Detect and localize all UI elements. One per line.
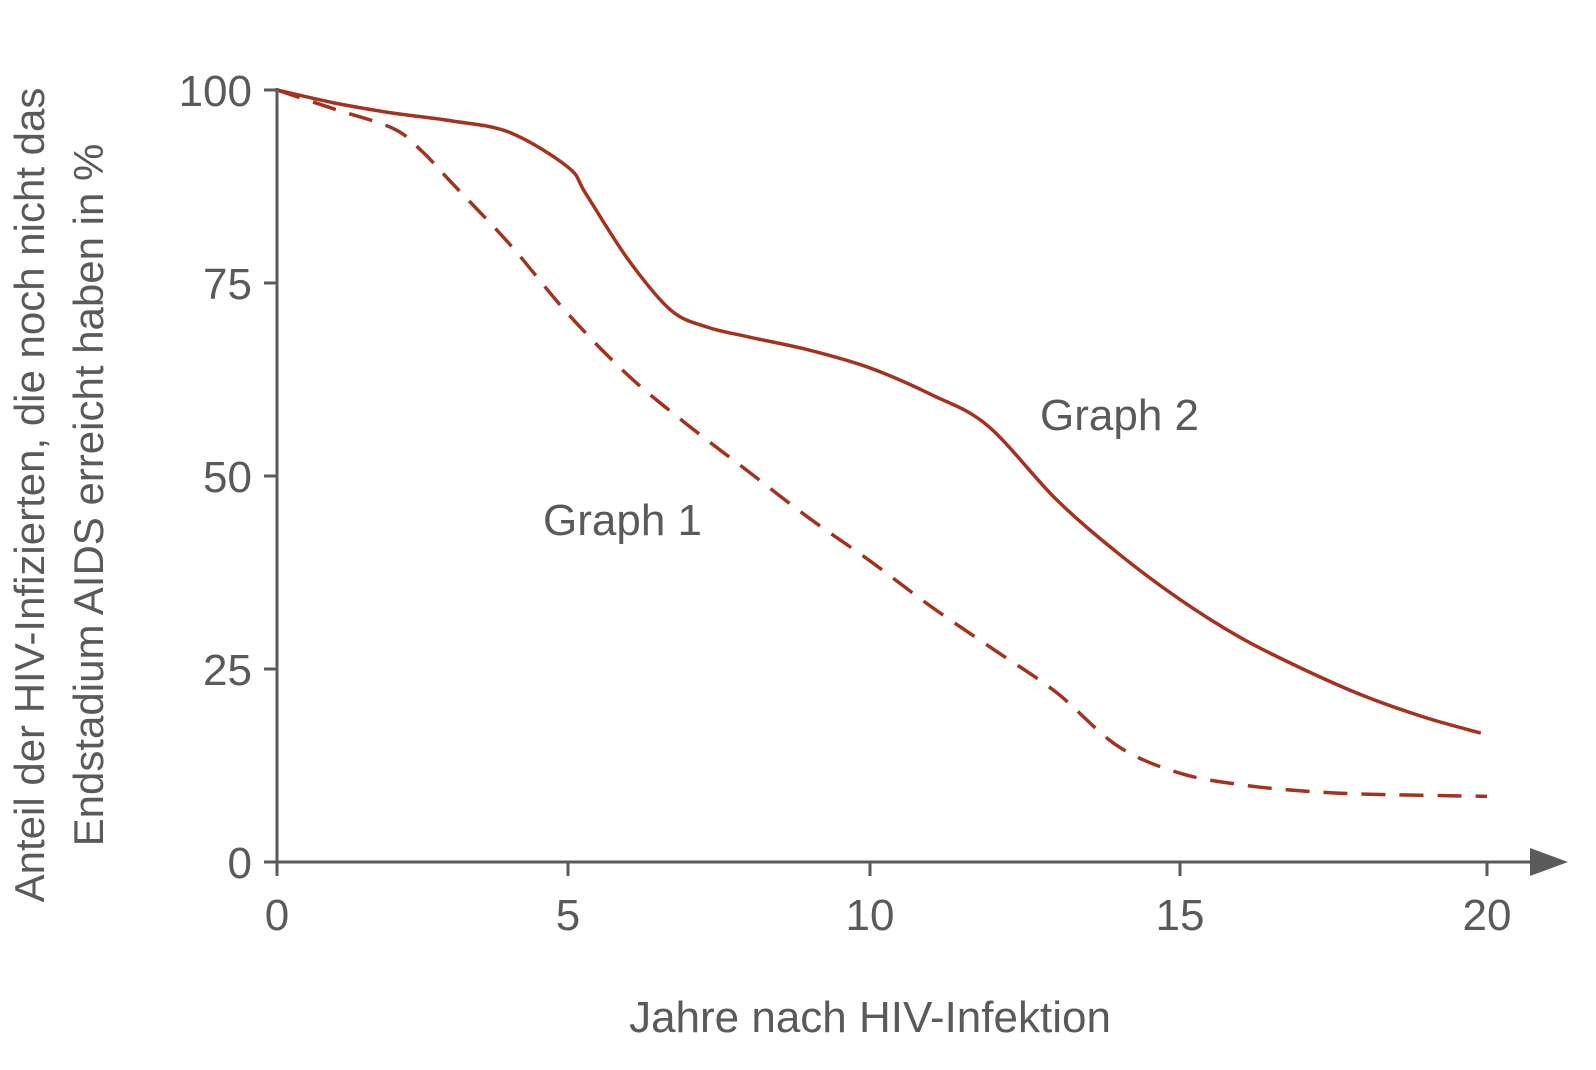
ticks: 0 5 10 15 20 0 25 50 75 100 <box>179 67 1512 940</box>
x-tick-label: 15 <box>1156 891 1205 940</box>
series-lines <box>276 88 1488 799</box>
x-axis-label: Jahre nach HIV-Infektion <box>629 993 1111 1042</box>
y-tick-label: 50 <box>203 453 252 502</box>
y-tick-label: 75 <box>203 260 252 309</box>
y-tick-label: 100 <box>179 67 252 116</box>
x-tick-label: 5 <box>556 891 580 940</box>
series-line-graph-1 <box>276 88 1488 799</box>
x-tick-label: 10 <box>846 891 895 940</box>
x-axis-arrow-icon <box>1530 848 1568 876</box>
series-line-graph-2 <box>276 88 1482 735</box>
series-label-graph-1: Graph 1 <box>543 496 702 545</box>
series-label-graph-2: Graph 2 <box>1040 391 1199 440</box>
y-axis-label-line-1: Anteil der HIV-Infizierten, die noch nic… <box>6 88 53 903</box>
x-tick-label: 20 <box>1463 891 1512 940</box>
y-axis-label-line-2: Endstadium AIDS erreicht haben in % <box>65 144 112 847</box>
y-tick-label: 25 <box>203 646 252 695</box>
x-tick-label: 0 <box>265 891 289 940</box>
y-tick-label: 0 <box>228 839 252 888</box>
